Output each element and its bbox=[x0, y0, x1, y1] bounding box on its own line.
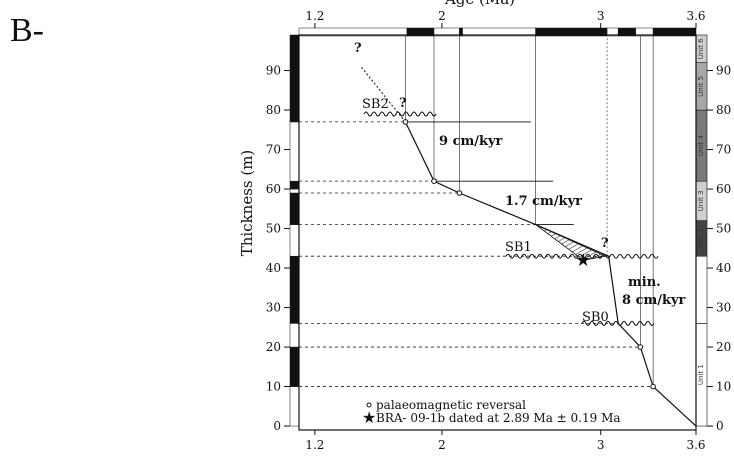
unconformity-sb0 bbox=[581, 320, 655, 326]
legend-reversal-text: palaeomagnetic reversal bbox=[376, 398, 526, 412]
rate-label-1: 9 cm/kyr bbox=[439, 134, 503, 149]
rate-label-2: 1.7 cm/kyr bbox=[505, 194, 582, 209]
unit-label: Unit 5 bbox=[697, 76, 705, 97]
y-tick-label-left: 0 bbox=[273, 419, 281, 433]
y-tick-label-left: 20 bbox=[266, 340, 281, 354]
question-mark-top: ? bbox=[354, 41, 362, 56]
y-tick-label-right: 70 bbox=[716, 143, 731, 157]
hatched-wedge bbox=[535, 224, 607, 261]
y-tick-label-left: 60 bbox=[266, 182, 281, 196]
age-model-series: ★ bbox=[360, 66, 697, 427]
unit-label: Unit 3 bbox=[697, 190, 705, 211]
legend-reversal-marker bbox=[366, 402, 372, 408]
question-mark-sb2: ? bbox=[399, 96, 407, 111]
polarity-left-segment bbox=[289, 180, 300, 190]
y-tick-label-right: 0 bbox=[716, 419, 724, 433]
x-axis-title: Age (Ma) bbox=[444, 0, 515, 8]
polarity-bar-left bbox=[289, 34, 300, 427]
annotations bbox=[363, 111, 659, 326]
reversal-point bbox=[456, 190, 463, 196]
y-tick-label-right: 30 bbox=[716, 301, 731, 315]
x-tick-label-top: 2 bbox=[438, 9, 446, 23]
polarity-left-segment bbox=[289, 255, 300, 324]
dated-sample-star: ★ bbox=[575, 250, 591, 271]
polarity-left-segment bbox=[289, 34, 300, 123]
polarity-left-segment bbox=[289, 192, 300, 225]
x-tick-label-bottom: 3.6 bbox=[686, 438, 705, 452]
polarity-bar-top bbox=[298, 27, 697, 37]
lithostratigraphic-units-bar: Unit 1 Unit 2 Unit 3 Unit 4 Unit 5 Unit 6 bbox=[695, 34, 708, 427]
panel-label: B- bbox=[10, 12, 44, 49]
polarity-left-segment bbox=[289, 121, 300, 182]
age-model-line bbox=[404, 121, 697, 427]
plot-border bbox=[298, 34, 697, 431]
unit-label: Unit 2 bbox=[697, 228, 705, 249]
x-tick-label-bottom: 1.2 bbox=[305, 438, 324, 452]
x-tick-label-top: 3 bbox=[597, 9, 605, 23]
y-tick-label-left: 70 bbox=[266, 143, 281, 157]
polarity-left-segment bbox=[289, 224, 300, 257]
polarity-top-segment bbox=[652, 27, 697, 37]
reversal-point bbox=[637, 344, 644, 350]
polarity-left-segment bbox=[289, 323, 300, 348]
y-tick-label-left: 80 bbox=[266, 103, 281, 117]
y-axis-title: Thickness (m) bbox=[238, 150, 256, 257]
rate-label-3a: min. bbox=[628, 275, 661, 290]
surface-label-sb2: SB2 bbox=[362, 97, 389, 112]
unit-segment bbox=[695, 255, 708, 324]
y-tick-label-right: 60 bbox=[716, 182, 731, 196]
x-tick-label-bottom: 3 bbox=[597, 438, 605, 452]
axis-ticks: 1.2 2 3 3.6 1.2 2 3 3.6 0 0 10 10 20 20 30 30 40 40 50 50 60… bbox=[266, 9, 732, 452]
reversal-point bbox=[650, 383, 656, 390]
y-tick-label-left: 40 bbox=[266, 261, 281, 275]
y-tick-label-right: 80 bbox=[716, 103, 731, 117]
unit-label: Unit 6 bbox=[697, 38, 705, 59]
y-tick-label-left: 30 bbox=[266, 301, 281, 315]
y-tick-label-right: 40 bbox=[716, 261, 731, 275]
y-tick-label-right: 10 bbox=[716, 380, 731, 394]
guide-lines bbox=[299, 36, 654, 387]
reversal-point bbox=[402, 119, 409, 125]
rate-label-3b: 8 cm/kyr bbox=[622, 293, 686, 308]
legend-star-icon: ★ bbox=[362, 408, 376, 427]
polarity-left-segment bbox=[289, 188, 300, 194]
x-tick-label-top: 1.2 bbox=[305, 9, 324, 23]
unconformity-sb2 bbox=[363, 111, 437, 117]
y-tick-label-left: 50 bbox=[266, 222, 281, 236]
x-tick-label-bottom: 2 bbox=[438, 438, 446, 452]
unconformity-sb1 bbox=[505, 253, 659, 259]
polarity-left-segment bbox=[289, 346, 300, 387]
polarity-left-segment bbox=[289, 386, 300, 427]
legend-dated-text: BRA- 09-1b dated at 2.89 Ma ± 0.19 Ma bbox=[376, 411, 621, 425]
y-tick-label-left: 10 bbox=[266, 380, 281, 394]
x-tick-label-top: 3.6 bbox=[686, 9, 705, 23]
unit-label: Unit 4 bbox=[697, 135, 705, 156]
plot-frame bbox=[298, 34, 697, 431]
surface-label-sb0: SB0 bbox=[582, 310, 609, 325]
y-tick-label-left: 90 bbox=[266, 64, 281, 78]
y-tick-label-right: 20 bbox=[716, 340, 731, 354]
surface-label-sb1: SB1 bbox=[505, 240, 532, 255]
reversal-point bbox=[431, 178, 437, 184]
y-tick-label-right: 50 bbox=[716, 222, 731, 236]
unit-label: Unit 1 bbox=[697, 364, 705, 385]
y-tick-label-right: 90 bbox=[716, 64, 731, 78]
question-mark-sb1: ? bbox=[601, 236, 609, 251]
